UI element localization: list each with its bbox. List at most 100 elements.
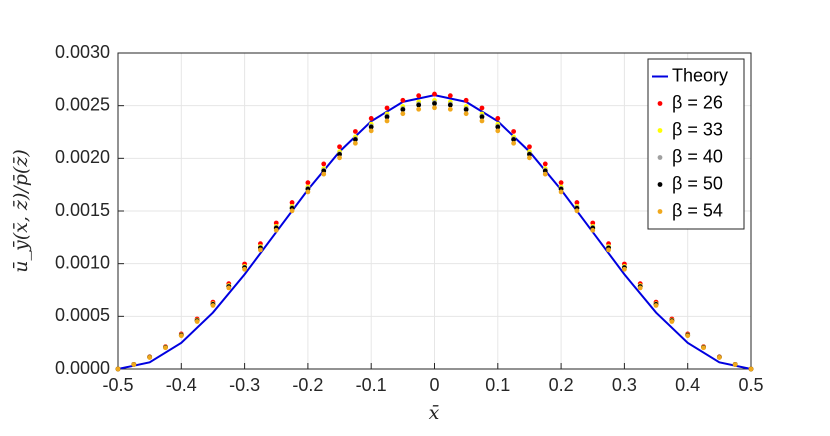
data-point <box>194 319 200 324</box>
data-point <box>590 220 596 226</box>
data-point <box>289 208 295 214</box>
x-tick-label: -0.1 <box>356 375 387 395</box>
data-point <box>527 152 532 157</box>
y-tick-label: 0.0010 <box>55 252 110 272</box>
data-point <box>606 247 611 253</box>
data-point <box>400 111 406 117</box>
data-point <box>432 105 437 111</box>
data-point <box>147 355 153 360</box>
data-point <box>258 247 263 253</box>
legend: Theory β = 26 β = 33 β = 40 β = 50 β = 54 <box>647 58 745 230</box>
y-tick-label: 0.0000 <box>55 358 110 378</box>
data-point <box>527 155 532 161</box>
x-tick-label: 0 <box>429 375 439 395</box>
data-point <box>384 114 390 120</box>
legend-label: β = 40 <box>672 146 723 166</box>
data-point <box>622 266 627 272</box>
data-point <box>574 208 580 214</box>
data-point <box>226 285 232 291</box>
data-point <box>716 355 722 360</box>
data-point <box>416 106 422 112</box>
legend-label: β = 50 <box>672 173 723 193</box>
data-point <box>463 97 469 103</box>
x-axis-label: x̄ <box>429 402 440 424</box>
x-tick-label: 0.1 <box>485 375 510 395</box>
y-axis-label: ū_ȳ(x̄, z̄)/p̄(z̄) <box>10 149 32 273</box>
data-point <box>558 189 564 195</box>
data-point <box>511 137 517 142</box>
data-point <box>590 227 596 233</box>
data-point <box>447 102 453 108</box>
data-point <box>669 319 675 324</box>
data-point <box>463 111 469 117</box>
y-tick-label: 0.0025 <box>55 94 110 114</box>
x-tick-label: 0.4 <box>675 375 700 395</box>
data-point <box>511 140 517 146</box>
data-point <box>400 97 406 103</box>
data-point <box>416 102 422 108</box>
data-point <box>352 140 358 146</box>
data-point <box>495 124 501 130</box>
legend-box <box>647 58 745 230</box>
legend-marker <box>657 182 663 187</box>
data-point <box>242 266 248 272</box>
data-point <box>527 144 532 150</box>
data-point <box>479 114 485 120</box>
legend-label: β = 54 <box>672 200 723 220</box>
data-point <box>131 362 137 367</box>
y-tick-label: 0.0005 <box>55 305 110 325</box>
x-tick-label: -0.3 <box>229 375 260 395</box>
data-point <box>352 137 358 142</box>
data-point <box>337 155 342 161</box>
data-point <box>542 161 548 167</box>
y-tick-label: 0.0030 <box>55 42 110 62</box>
data-point <box>289 200 295 205</box>
data-point <box>384 105 390 111</box>
data-point <box>115 366 121 372</box>
legend-marker <box>657 128 663 133</box>
data-point <box>637 285 643 291</box>
data-point <box>653 303 659 308</box>
data-point <box>337 144 342 150</box>
data-point <box>273 220 279 226</box>
legend-label: β = 33 <box>672 119 723 139</box>
x-tick-label: 0.5 <box>738 375 763 395</box>
plot-frame <box>117 52 752 370</box>
data-point <box>558 180 564 186</box>
x-tick-label: 0.3 <box>612 375 637 395</box>
y-tick-label: 0.0020 <box>55 147 110 167</box>
data-point <box>321 171 327 177</box>
x-tick-label: -0.2 <box>292 375 323 395</box>
legend-marker <box>657 155 663 160</box>
data-point <box>321 161 327 167</box>
data-point <box>416 93 422 99</box>
data-point <box>463 107 469 112</box>
data-point <box>368 128 374 134</box>
data-point <box>495 128 501 134</box>
data-point <box>368 116 374 121</box>
data-point <box>305 189 311 195</box>
data-point <box>337 152 342 157</box>
legend-marker <box>657 209 663 214</box>
data-point <box>400 107 406 112</box>
y-tick-label: 0.0015 <box>55 200 110 220</box>
data-point <box>352 129 358 134</box>
data-point <box>163 345 168 351</box>
data-point <box>542 171 548 177</box>
x-tick-label: -0.4 <box>166 375 197 395</box>
data-point <box>732 362 738 367</box>
x-tick-label: 0.2 <box>549 375 574 395</box>
legend-marker <box>657 101 663 106</box>
data-point <box>511 129 517 134</box>
legend-label: Theory <box>672 65 728 85</box>
data-point <box>432 101 437 106</box>
data-point <box>479 118 485 124</box>
data-point <box>368 124 374 130</box>
x-tick-label: -0.5 <box>102 375 133 395</box>
data-point <box>748 366 754 372</box>
data-point <box>210 303 216 308</box>
data-point <box>447 106 453 112</box>
legend-label: β = 26 <box>672 92 723 112</box>
data-point <box>479 105 485 111</box>
